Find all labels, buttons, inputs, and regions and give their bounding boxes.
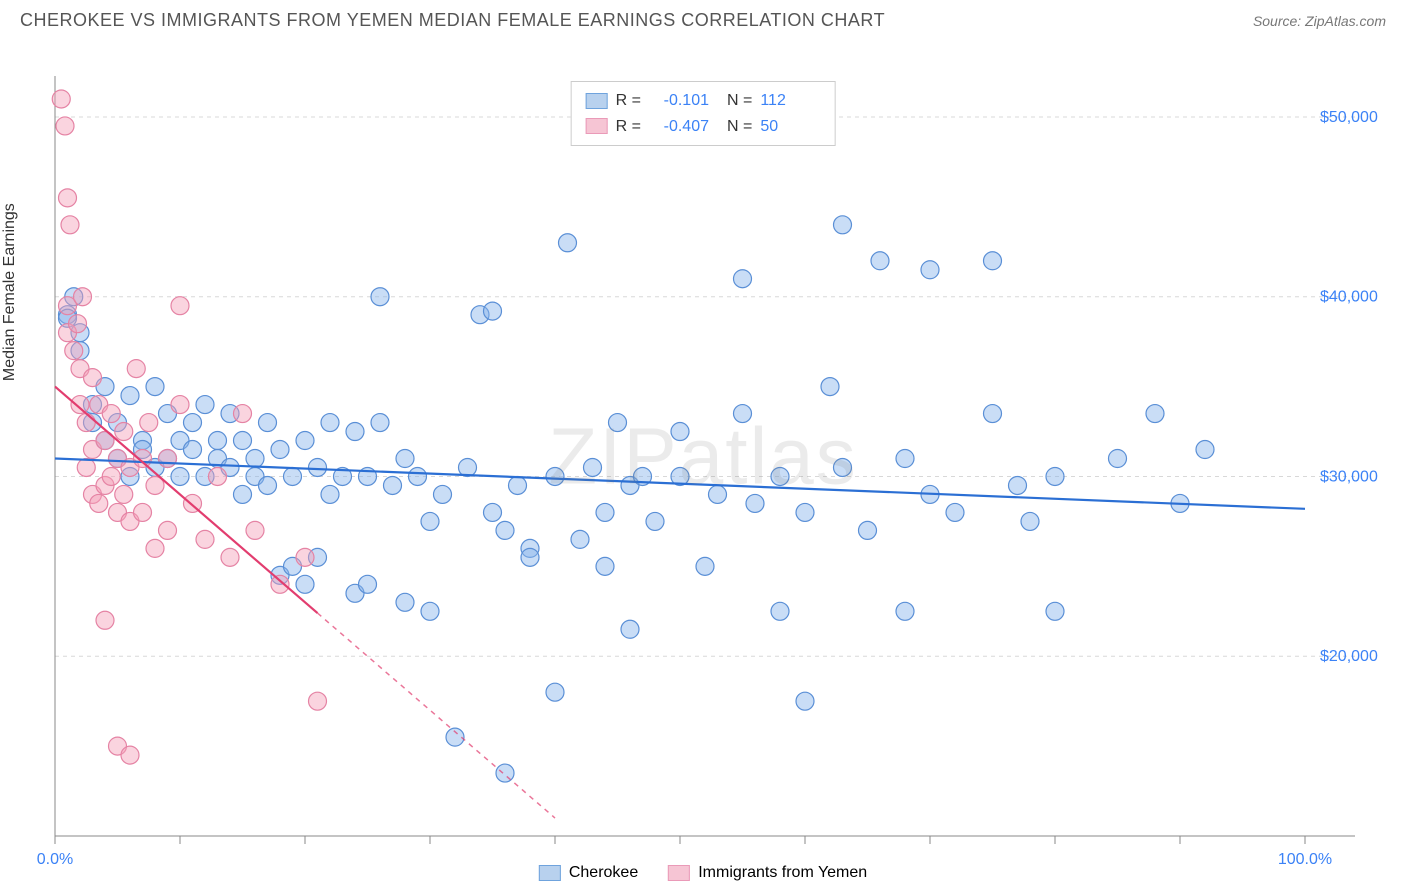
legend-swatch-icon [586, 118, 608, 134]
legend-n-label: N = [727, 114, 752, 140]
svg-text:$30,000: $30,000 [1320, 468, 1378, 485]
y-axis-label: Median Female Earnings [1, 203, 19, 381]
legend-row: R = -0.407 N = 50 [586, 114, 821, 140]
legend-n-value: 112 [760, 88, 820, 114]
series-legend-label: Cherokee [569, 864, 638, 882]
series-legend-item: Immigrants from Yemen [668, 864, 867, 882]
chart-container: Median Female Earnings ZIPatlas $20,000$… [0, 36, 1406, 886]
series-legend: Cherokee Immigrants from Yemen [539, 864, 867, 882]
svg-text:$40,000: $40,000 [1320, 289, 1378, 306]
svg-text:$20,000: $20,000 [1320, 648, 1378, 665]
legend-r-label: R = [616, 114, 641, 140]
series-legend-item: Cherokee [539, 864, 638, 882]
legend-r-label: R = [616, 88, 641, 114]
chart-title: CHEROKEE VS IMMIGRANTS FROM YEMEN MEDIAN… [20, 10, 885, 31]
svg-text:100.0%: 100.0% [1278, 851, 1332, 868]
legend-swatch-icon [539, 865, 561, 881]
source-attribution: Source: ZipAtlas.com [1253, 13, 1386, 29]
legend-n-value: 50 [760, 114, 820, 140]
legend-row: R = -0.101 N = 112 [586, 88, 821, 114]
svg-text:$50,000: $50,000 [1320, 109, 1378, 126]
legend-r-value: -0.101 [649, 88, 709, 114]
legend-r-value: -0.407 [649, 114, 709, 140]
series-legend-label: Immigrants from Yemen [698, 864, 867, 882]
scatter-plot-svg: $20,000 $30,000 $40,000 $50,000 0.0% 100.0% [0, 36, 1406, 886]
svg-text:0.0%: 0.0% [37, 851, 73, 868]
correlation-legend: R = -0.101 N = 112 R = -0.407 N = 50 [571, 81, 836, 146]
legend-swatch-icon [586, 93, 608, 109]
legend-n-label: N = [727, 88, 752, 114]
legend-swatch-icon [668, 865, 690, 881]
